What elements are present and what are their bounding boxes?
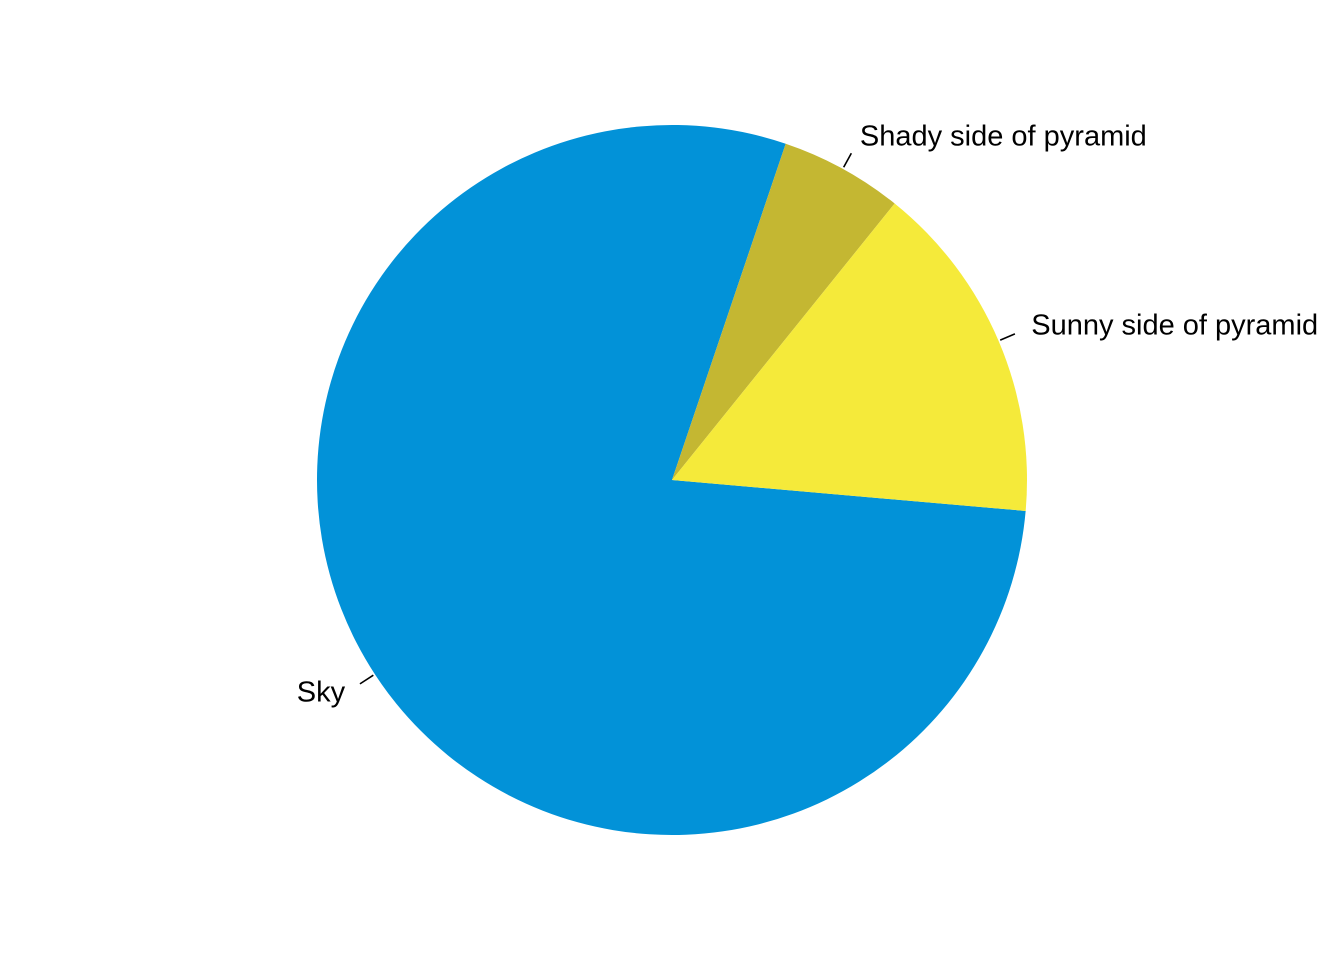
pie-slice-sky — [317, 124, 1026, 835]
leader-lines — [359, 152, 1016, 685]
pie-slice-shady-side-of-pyramid — [672, 143, 895, 481]
leader-line — [359, 674, 374, 685]
pie-slice-sunny-side-of-pyramid — [672, 203, 1027, 511]
leader-line — [842, 152, 853, 168]
pie-slices — [317, 124, 1027, 835]
leader-line — [999, 333, 1016, 341]
slice-labels: Sky Shady side of pyramid Sunny side of py… — [297, 120, 1318, 708]
slice-label: Shady side of pyramid — [860, 120, 1147, 152]
slice-label: Sky — [297, 676, 346, 708]
slice-label: Sunny side of pyramid — [1031, 310, 1318, 342]
